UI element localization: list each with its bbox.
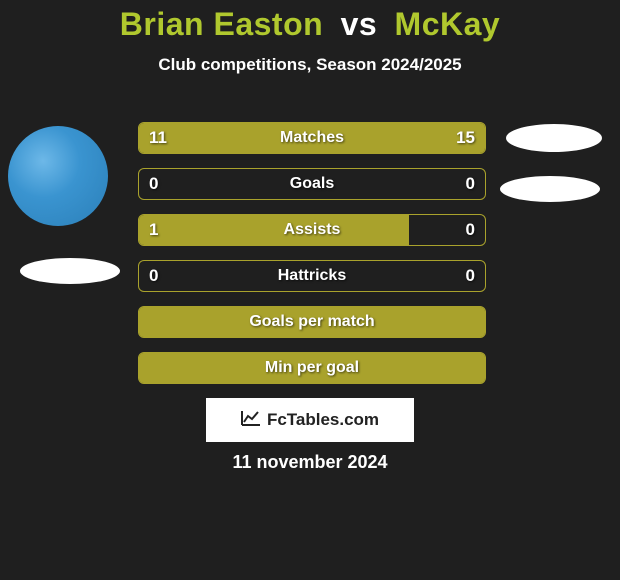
stat-label: Goals bbox=[139, 169, 485, 199]
subtitle: Club competitions, Season 2024/2025 bbox=[0, 55, 620, 75]
stat-label: Matches bbox=[139, 123, 485, 153]
stat-value-right: 15 bbox=[456, 123, 475, 153]
stat-label: Min per goal bbox=[139, 353, 485, 383]
player-right-avatar bbox=[506, 124, 602, 152]
stat-value-right: 0 bbox=[466, 261, 475, 291]
stat-value-left: 1 bbox=[149, 215, 158, 245]
comparison-bars: Matches1115Goals00Assists10Hattricks00Go… bbox=[138, 122, 486, 398]
stat-label: Goals per match bbox=[139, 307, 485, 337]
player-left-flag bbox=[20, 258, 120, 284]
stat-label: Assists bbox=[139, 215, 485, 245]
stat-value-left: 0 bbox=[149, 261, 158, 291]
stat-value-left: 11 bbox=[149, 123, 167, 153]
title-left: Brian Easton bbox=[120, 6, 323, 42]
date-text: 11 november 2024 bbox=[0, 452, 620, 473]
title-vs: vs bbox=[341, 6, 378, 42]
player-right-flag bbox=[500, 176, 600, 202]
stat-row: Goals0 0 bbox=[138, 168, 486, 200]
page-title: Brian Easton vs McKay bbox=[0, 0, 620, 43]
stat-row: Assists1 0 bbox=[138, 214, 486, 246]
stat-row: Min per goal bbox=[138, 352, 486, 384]
stat-row: Goals per match bbox=[138, 306, 486, 338]
stat-label: Hattricks bbox=[139, 261, 485, 291]
stat-value-right: 0 bbox=[466, 215, 475, 245]
stat-value-left: 0 bbox=[149, 169, 158, 199]
player-left-avatar bbox=[8, 126, 108, 226]
source-badge: FcTables.com bbox=[206, 398, 414, 442]
title-right: McKay bbox=[395, 6, 501, 42]
stat-row: Matches11 15 bbox=[138, 122, 486, 154]
source-badge-text: FcTables.com bbox=[267, 410, 379, 430]
stat-value-right: 0 bbox=[466, 169, 475, 199]
stat-row: Hattricks0 0 bbox=[138, 260, 486, 292]
chart-icon bbox=[241, 410, 261, 431]
